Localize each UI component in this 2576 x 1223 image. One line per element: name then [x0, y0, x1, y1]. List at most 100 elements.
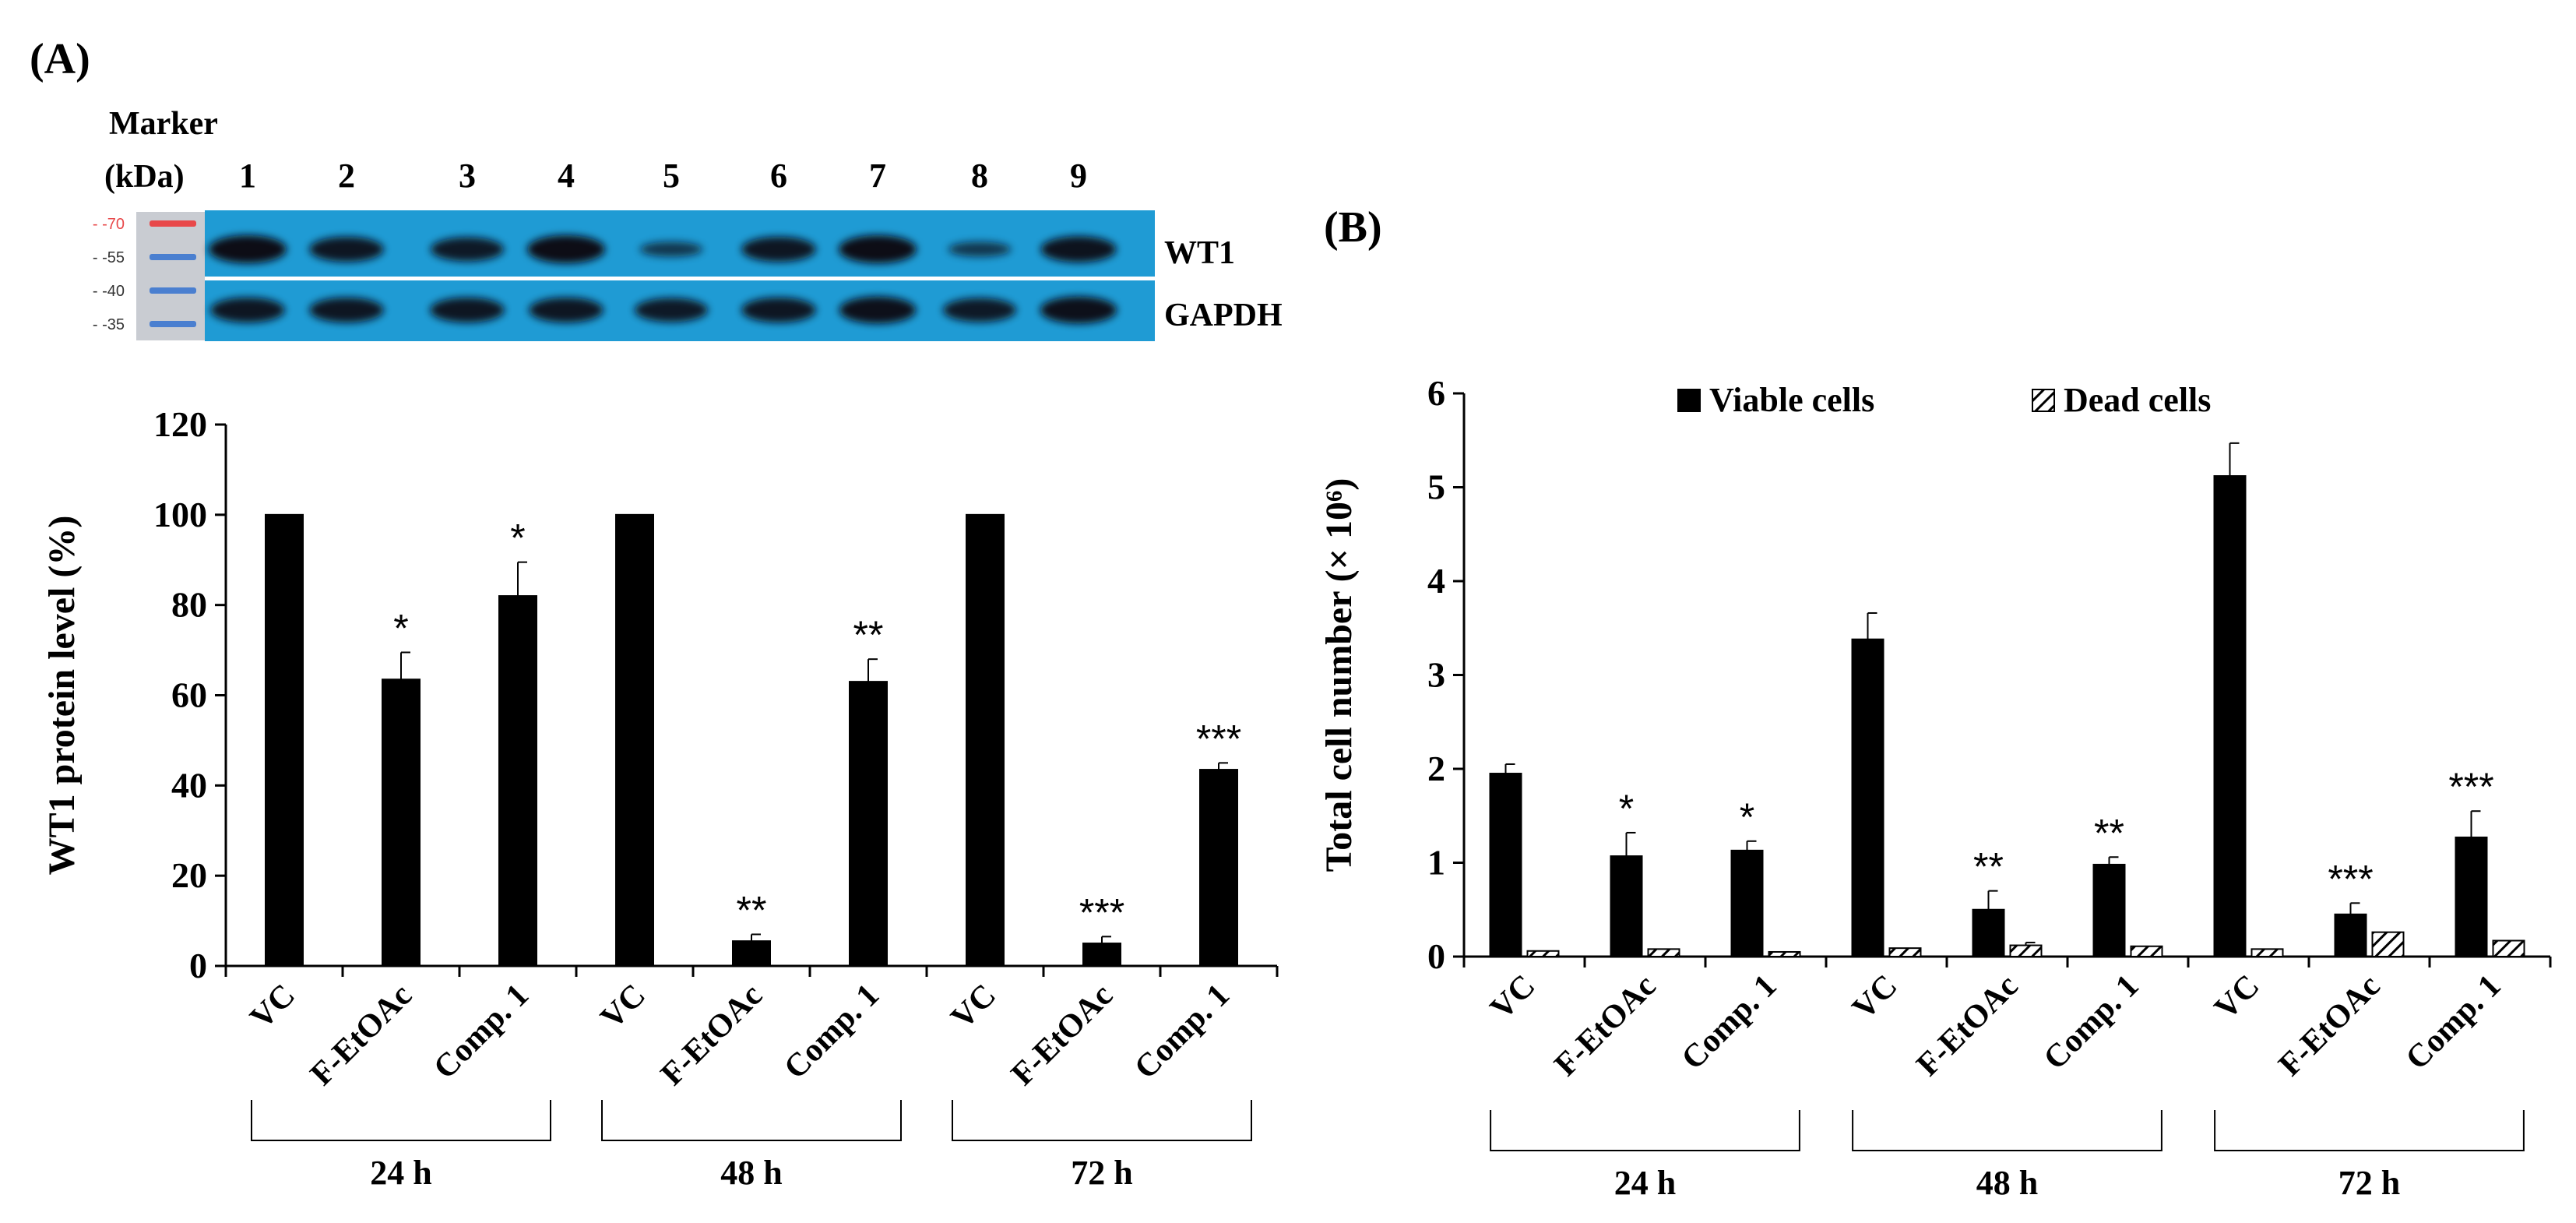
bar — [1647, 948, 1680, 957]
chart-cell-number: 0 1 2 3 4 5 6 Total cell number (× 10⁶) VC * F-EtO… — [1318, 373, 2552, 1202]
bar — [2455, 836, 2488, 957]
group-bracket — [1852, 1110, 2163, 1151]
significance-marker: *** — [1196, 717, 1241, 760]
bar — [732, 940, 771, 967]
band-gapdh — [430, 297, 505, 323]
band-wt1 — [839, 235, 917, 263]
bar — [2009, 944, 2043, 958]
marker-band — [150, 321, 196, 327]
bar — [382, 678, 421, 967]
panel-label-b: (B) — [1324, 203, 1382, 252]
y-tick-label: 20 — [171, 855, 207, 895]
x-tick-label: VC — [594, 978, 653, 1036]
y-tick-label: 60 — [171, 675, 207, 715]
marker-band-label: - -40 — [93, 283, 125, 300]
group-label: 72 h — [1071, 1154, 1132, 1192]
band-gapdh — [635, 298, 708, 322]
bar — [1972, 908, 2005, 957]
lane-labels: 1 2 3 4 5 6 7 8 9 — [239, 157, 1087, 195]
x-tick-label: F-EtOAc — [304, 978, 419, 1093]
chart-wt1-protein: 0 20 40 60 80 100 120 WT1 protein level (%) VC * F… — [41, 404, 1279, 1192]
marker-band-label: - -70 — [93, 216, 125, 233]
significance-marker: * — [1619, 787, 1634, 830]
lane-label: 1 — [239, 157, 256, 195]
significance-marker: ** — [1973, 845, 2004, 889]
significance-marker: *** — [1079, 890, 1124, 934]
band-wt1 — [309, 236, 384, 263]
bar — [1526, 950, 1560, 958]
bar — [2371, 931, 2405, 958]
bar — [1489, 773, 1522, 958]
group-label: 24 h — [370, 1154, 431, 1192]
group-bracket — [251, 1100, 551, 1141]
bar — [1082, 943, 1121, 967]
y-tick-label: 120 — [153, 404, 207, 444]
band-gapdh — [529, 297, 604, 323]
band-gapdh — [839, 296, 917, 324]
x-tick-label: VC — [1483, 968, 1542, 1027]
y-tick-label: 1 — [1427, 843, 1445, 883]
marker-title: Marker — [109, 106, 218, 142]
x-tick-label: Comp. 1 — [2037, 968, 2146, 1077]
bar — [2334, 913, 2367, 958]
band-wt1 — [948, 241, 1012, 257]
bar — [2092, 863, 2126, 958]
lane-label: 3 — [459, 157, 476, 195]
y-tick-label: 2 — [1427, 749, 1445, 788]
x-tick-label: Comp. 1 — [2399, 968, 2508, 1077]
significance-marker: * — [393, 606, 408, 650]
group-bracket — [2214, 1110, 2525, 1151]
bar — [2213, 475, 2247, 957]
legend-swatch — [2032, 389, 2055, 412]
band-wt1 — [431, 237, 504, 262]
significance-marker: * — [510, 516, 525, 560]
x-tick-label: Comp. 1 — [1128, 978, 1237, 1087]
y-tick-label: 3 — [1427, 655, 1445, 695]
y-tick-label: 100 — [153, 495, 207, 534]
group-bracket — [601, 1100, 902, 1141]
band-gapdh — [943, 298, 1016, 322]
marker-unit: (kDa) — [104, 159, 185, 195]
band-gapdh — [210, 297, 285, 323]
y-tick-label: 4 — [1427, 561, 1445, 601]
x-tick-label: F-EtOAc — [654, 978, 769, 1093]
lane-label: 2 — [338, 157, 355, 195]
lane-label: 8 — [971, 157, 988, 195]
band-wt1 — [741, 236, 816, 263]
band-wt1 — [527, 235, 605, 263]
group-bracket — [952, 1100, 1252, 1141]
significance-marker: *** — [2328, 857, 2373, 901]
y-tick-label: 0 — [189, 946, 207, 985]
lane-label: 7 — [869, 157, 886, 195]
bar — [498, 595, 537, 967]
significance-marker: ** — [853, 613, 884, 657]
x-tick-label: VC — [2208, 968, 2266, 1027]
significance-marker: ** — [2094, 811, 2124, 855]
lane-label: 6 — [770, 157, 787, 195]
band-wt1 — [639, 241, 703, 257]
group-label: 48 h — [1976, 1164, 2038, 1202]
bar — [265, 513, 304, 967]
bar — [1730, 849, 1764, 957]
x-tick-label: VC — [244, 978, 302, 1036]
y-tick-label: 0 — [1427, 936, 1445, 976]
row-label-gapdh: GAPDH — [1164, 298, 1283, 333]
lane-label: 4 — [558, 157, 575, 195]
bar — [2492, 939, 2525, 958]
marker-band — [150, 254, 196, 260]
marker-band-label: - -55 — [93, 249, 125, 266]
group-label: 48 h — [720, 1154, 782, 1192]
x-tick-label: F-EtOAc — [1910, 968, 2025, 1084]
marker-lane — [136, 212, 205, 340]
marker-band — [150, 287, 196, 294]
bar — [849, 681, 888, 967]
marker-band — [150, 220, 196, 227]
band-wt1 — [1040, 236, 1117, 263]
bar — [1199, 769, 1238, 967]
bar — [2130, 945, 2163, 957]
band-wt1 — [209, 235, 287, 263]
x-tick-label: VC — [1846, 968, 1904, 1027]
bar — [1768, 950, 1801, 957]
y-tick-label: 6 — [1427, 373, 1445, 413]
